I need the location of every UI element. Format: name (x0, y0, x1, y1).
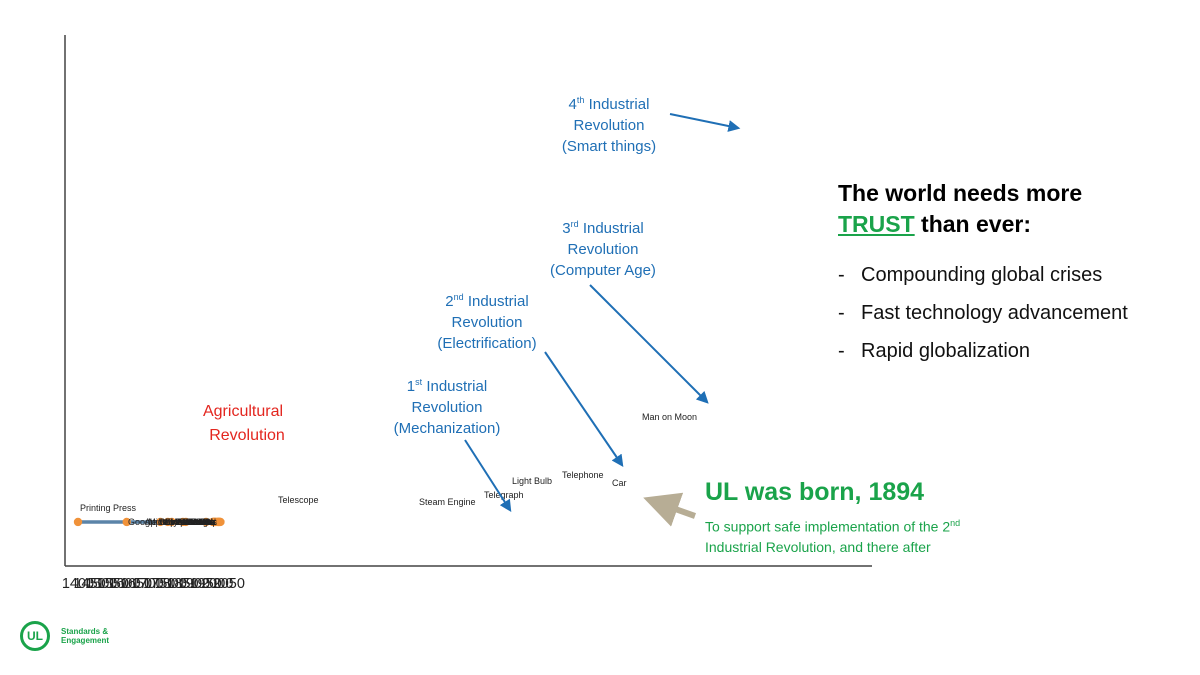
x-tick-label: 1750 (143, 576, 175, 592)
milestone-label: Steam Engine (419, 497, 476, 507)
trust-panel: The world needs more TRUST than ever: -C… (838, 178, 1188, 370)
agricultural-label: Revolution (209, 427, 285, 444)
ir1-line3: (Mechanization) (394, 420, 501, 437)
ir2-line3: (Electrification) (437, 335, 536, 352)
x-tick-label: 2050 (213, 576, 245, 592)
ir4-line3: (Smart things) (562, 138, 656, 155)
ul-sub-line2: Industrial Revolution, and there after (705, 538, 931, 555)
x-tick-label: 2000 (201, 576, 233, 592)
milestone-label: Apple Macintosh (145, 517, 212, 527)
x-tick-label: 1450 (73, 576, 105, 592)
ir1-line2: Revolution (412, 399, 483, 416)
milestone-label: Car (612, 478, 627, 488)
milestone-label: Telescope (278, 495, 319, 505)
x-tick-label: 1500 (85, 576, 117, 592)
ir2-line2: Revolution (452, 314, 523, 331)
ul-logo: UL Standards & Engagement (20, 621, 140, 655)
panel-title-line1: The world needs more (838, 180, 1083, 206)
milestone-label: First 3D Chip (165, 517, 218, 527)
trust-word: TRUST (838, 211, 915, 237)
ir3-arrow (589, 284, 709, 404)
milestone-dot (181, 517, 191, 527)
ir3-title: 3rd Industrial (562, 219, 643, 237)
milestone-label: Windows (175, 517, 212, 527)
ul-sub-line1: To support safe implementation of the 2 (705, 518, 951, 535)
milestone-label: WWW (187, 517, 213, 527)
milestone-dot (216, 517, 225, 527)
x-tick-label: 1950 (189, 576, 221, 592)
milestone-label: Google Driverless Car (128, 517, 217, 527)
ul-logo-mark: UL (20, 621, 50, 651)
bullet-item: - Compounding global crises (838, 264, 1103, 286)
bullet-item: - Fast technology advancement (838, 302, 1128, 324)
x-tick-label: 1800 (155, 576, 187, 592)
ul-sub-sup: nd (950, 518, 961, 528)
agricultural-label: Agricultural (203, 403, 283, 420)
panel-title: The world needs more TRUST than ever: (838, 178, 1188, 240)
ir4-title: 4th Industrial (569, 95, 650, 113)
milestone-label: 3D Movies (174, 517, 217, 527)
ir3-line2: Revolution (568, 241, 639, 258)
ir2-arrow (544, 351, 624, 467)
x-tick-label: 1700 (131, 576, 163, 592)
panel-title-line2: TRUST than ever: (838, 209, 1188, 240)
bullet-list: - Compounding global crises - Fast technol… (838, 256, 1188, 370)
x-tick-label: 1600 (108, 576, 140, 592)
milestone-label: Printing Press (80, 503, 137, 513)
panel-title-rest: than ever: (914, 211, 1031, 237)
x-tick-label: 1550 (97, 576, 129, 592)
ul-logo-text: Standards & Engagement (61, 627, 110, 645)
milestone-label: Wordpressor (159, 517, 210, 527)
milestone-dot (73, 517, 83, 527)
x-tick-label: 1400 (62, 576, 94, 592)
ul-born-subtext: To support safe implementation of the 2n… (705, 513, 960, 557)
ul-born-headline: UL was born, 1894 (705, 478, 925, 506)
milestone-label: iPad (198, 517, 216, 527)
milestone-label: Light Bulb (512, 476, 552, 486)
milestone-label: Microprocessor (148, 517, 210, 527)
milestone-label: Telephone (562, 470, 604, 480)
milestone-label: Facebook (176, 517, 216, 527)
milestone-dot (156, 517, 165, 527)
ir2-title: 2nd Industrial (445, 292, 528, 310)
milestone-label: Youtube (183, 517, 216, 527)
bullet-item: - Rapid globalization (838, 340, 1031, 362)
x-tick-label: 1650 (120, 576, 152, 592)
ir1-title: 1st Industrial (407, 377, 487, 395)
milestone-label: Google (186, 517, 215, 527)
ir3-line3: (Computer Age) (550, 262, 656, 279)
milestone-label: Cell Phones (164, 517, 213, 527)
milestone-dot (122, 517, 131, 527)
milestone-label: DVDs (190, 517, 214, 527)
milestone-label: Telegraph (484, 490, 524, 500)
milestone-dot (167, 517, 176, 527)
ir4-arrow (669, 113, 741, 132)
ir1-arrow (464, 439, 512, 513)
x-tick-label: 1850 (166, 576, 198, 592)
ir4-line2: Revolution (574, 117, 645, 134)
milestone-label: MS-DOS (175, 517, 211, 527)
milestone-label: Man on Moon (642, 412, 697, 422)
x-tick-label: 1900 (178, 576, 210, 592)
milestone-label: Hybrid Cars (167, 517, 215, 527)
milestone-dot (201, 517, 211, 527)
ul-born-arrow (643, 492, 697, 527)
